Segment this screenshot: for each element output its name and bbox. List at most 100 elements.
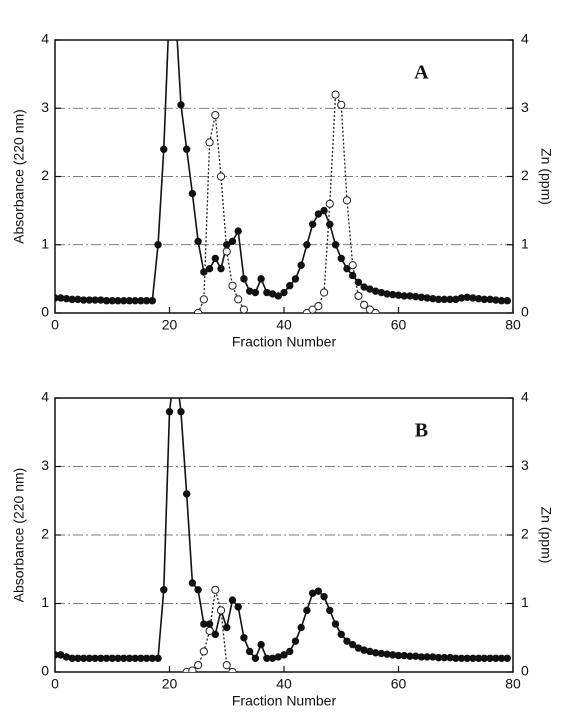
y-tick-label: 1 [41, 235, 49, 251]
data-point [314, 210, 323, 218]
data-point [234, 227, 242, 235]
data-point [239, 305, 249, 313]
data-point [188, 666, 197, 672]
data-point [337, 100, 346, 109]
data-point [331, 241, 340, 249]
data-point [251, 288, 260, 297]
y-tick-label: 2 [41, 526, 49, 542]
data-point [286, 282, 294, 290]
x-tick-label: 20 [162, 676, 178, 692]
data-point [165, 408, 174, 416]
data-point [251, 654, 260, 662]
x-tick-label: 0 [51, 317, 59, 333]
y2-tick-label: 4 [521, 31, 529, 47]
y2-tick-label: 3 [521, 99, 529, 115]
data-point [194, 237, 202, 246]
x-tick-label: 60 [391, 676, 407, 692]
x-tick-label: 80 [505, 676, 521, 692]
data-point [342, 196, 352, 205]
data-point [234, 295, 243, 304]
data-point [216, 606, 226, 615]
x-tick-label: 0 [51, 676, 59, 692]
data-point [343, 637, 351, 645]
y2-tick-label: 0 [521, 304, 529, 320]
data-point [199, 647, 208, 656]
data-point [360, 300, 369, 309]
x-axis-label: Fraction Number [232, 334, 337, 350]
y-tick-label: 0 [41, 304, 49, 320]
data-point [228, 596, 237, 604]
y-tick-label: 4 [41, 389, 49, 405]
data-point [205, 138, 214, 147]
plot-frame [54, 39, 514, 314]
data-point [172, 3, 178, 9]
y2-tick-label: 1 [521, 594, 529, 610]
y-axis-label: Absorbance (220 nm) [11, 468, 27, 603]
data-point [211, 585, 220, 594]
data-point [320, 206, 328, 215]
plot-area [55, 3, 511, 313]
y2-tick-label: 2 [521, 526, 529, 542]
y-axis-label: Absorbance (220 nm) [11, 109, 27, 244]
data-point [326, 220, 334, 228]
y2-axis-label: Zn (ppm) [538, 507, 554, 564]
panel-label: A [414, 62, 429, 84]
data-point [325, 199, 334, 208]
data-point [274, 292, 282, 300]
data-point [303, 606, 311, 615]
data-point [228, 281, 237, 290]
data-point [228, 667, 237, 672]
y-tick-label: 0 [41, 663, 49, 679]
data-point [503, 654, 511, 662]
data-point [205, 626, 214, 636]
data-point [286, 647, 294, 656]
data-point [314, 587, 323, 595]
data-point [194, 661, 203, 670]
x-tick-label: 80 [505, 317, 521, 333]
data-point [308, 220, 317, 228]
data-point [349, 271, 357, 280]
x-tick-label: 20 [162, 317, 178, 333]
data-point [319, 288, 329, 297]
data-point [337, 254, 345, 263]
data-point [217, 264, 225, 273]
data-point [291, 637, 300, 645]
data-point [205, 620, 214, 628]
data-point [222, 247, 231, 256]
data-line [55, 40, 508, 302]
data-point [223, 623, 231, 632]
data-point [166, 3, 172, 9]
data-point [182, 490, 191, 498]
y2-axis-label: Zn (ppm) [538, 148, 554, 205]
data-point [257, 275, 265, 283]
y-tick-label: 2 [41, 167, 49, 183]
y-tick-label: 3 [41, 99, 49, 115]
x-tick-label: 40 [276, 676, 292, 692]
data-point [177, 101, 185, 109]
plot-frame [54, 397, 514, 673]
y2-tick-label: 3 [521, 457, 529, 473]
data-point [188, 189, 197, 198]
data-point [371, 308, 380, 313]
data-point [314, 302, 323, 311]
data-point [234, 603, 242, 611]
data-point [503, 297, 511, 305]
data-point [348, 261, 357, 270]
data-point [200, 268, 208, 276]
y-tick-label: 3 [41, 457, 49, 473]
data-point [349, 640, 357, 649]
data-line [55, 398, 508, 660]
data-point [194, 586, 202, 594]
y-tick-label: 1 [41, 594, 49, 610]
data-point [320, 592, 328, 601]
data-line [197, 114, 245, 313]
data-point [326, 606, 334, 615]
data-point [216, 172, 226, 181]
data-point [194, 308, 203, 313]
data-point [188, 579, 197, 587]
data-point [177, 408, 185, 416]
data-point [154, 654, 162, 662]
data-point [280, 288, 288, 297]
